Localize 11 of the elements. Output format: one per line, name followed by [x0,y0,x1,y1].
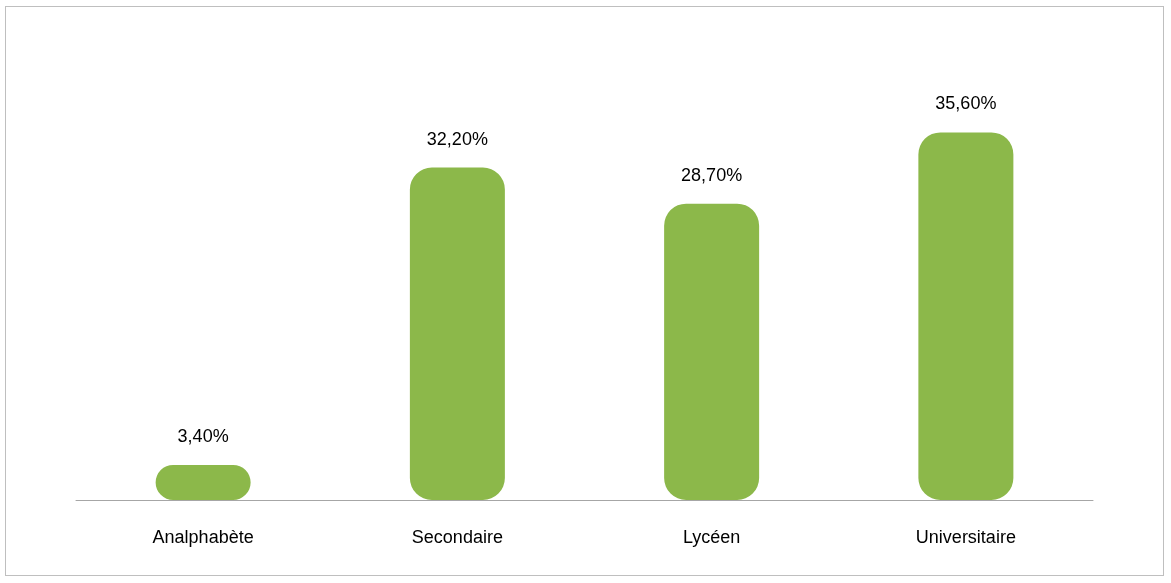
x-tick-label: Analphabète [152,527,254,547]
x-tick-label: Universitaire [915,527,1016,547]
bar [664,203,760,500]
x-tick-label: Lycéen [682,527,741,547]
data-label: 35,60% [935,93,997,114]
bar [409,167,505,500]
data-label: 28,70% [681,164,743,185]
x-tick-label: Secondaire [411,527,503,547]
data-label: 3,40% [177,425,229,446]
bar [918,132,1014,500]
data-label: 32,20% [426,128,488,149]
